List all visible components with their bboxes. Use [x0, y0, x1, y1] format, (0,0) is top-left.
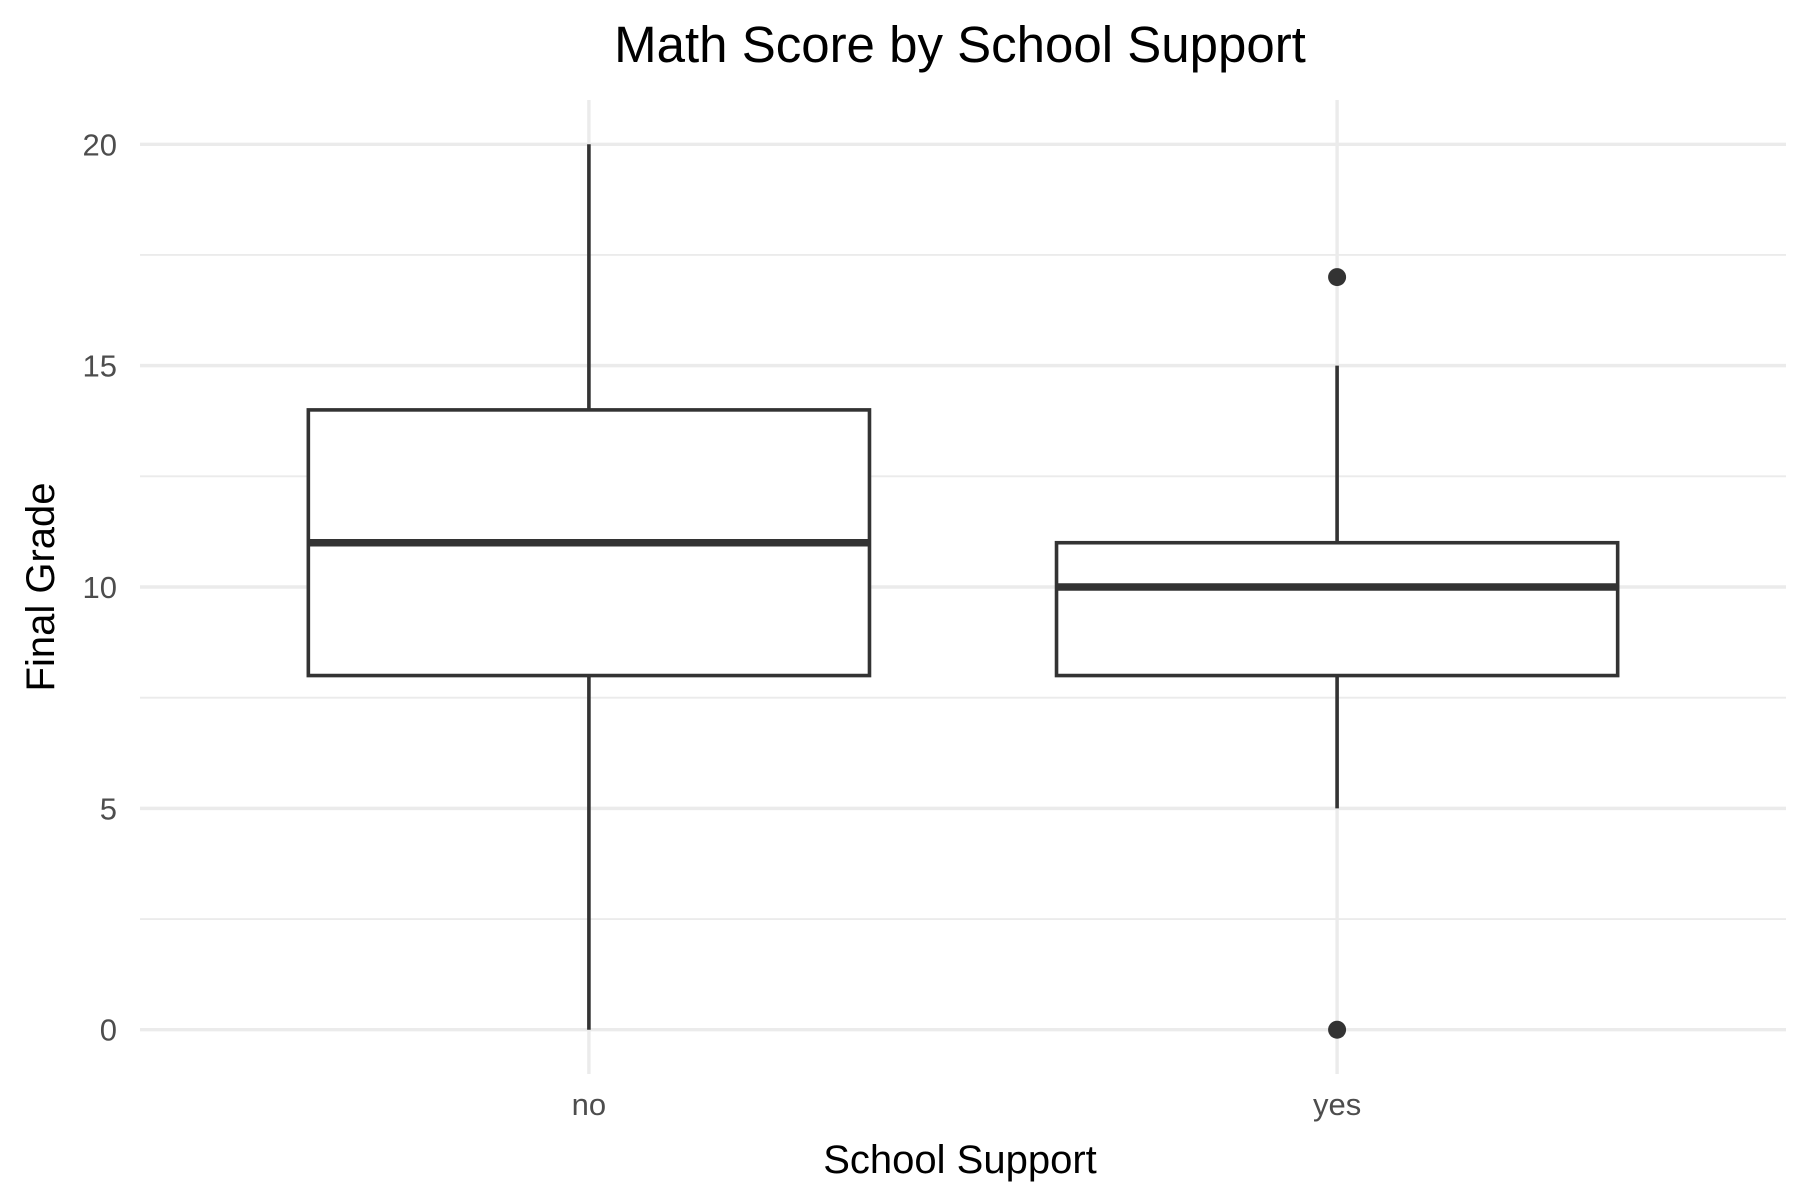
- chart-title: Math Score by School Support: [614, 16, 1306, 73]
- y-tick-label: 15: [83, 349, 117, 384]
- y-tick-label: 0: [100, 1013, 117, 1048]
- y-axis-title: Final Grade: [19, 483, 63, 692]
- axis-labels: 0 5 10 15 20 no yes: [83, 127, 1362, 1122]
- outlier-point: [1328, 268, 1347, 287]
- x-tick-label: no: [572, 1087, 606, 1122]
- x-tick-label: yes: [1313, 1087, 1361, 1122]
- y-tick-label: 10: [83, 570, 117, 605]
- box-layer: [306, 144, 1620, 1039]
- outlier-point: [1328, 1020, 1347, 1039]
- y-tick-label: 5: [100, 791, 117, 826]
- box-yes: [1054, 268, 1620, 1039]
- box-no: [306, 144, 872, 1030]
- x-axis-title: School Support: [823, 1138, 1097, 1182]
- y-tick-label: 20: [83, 127, 117, 162]
- iqr-box: [1054, 540, 1620, 678]
